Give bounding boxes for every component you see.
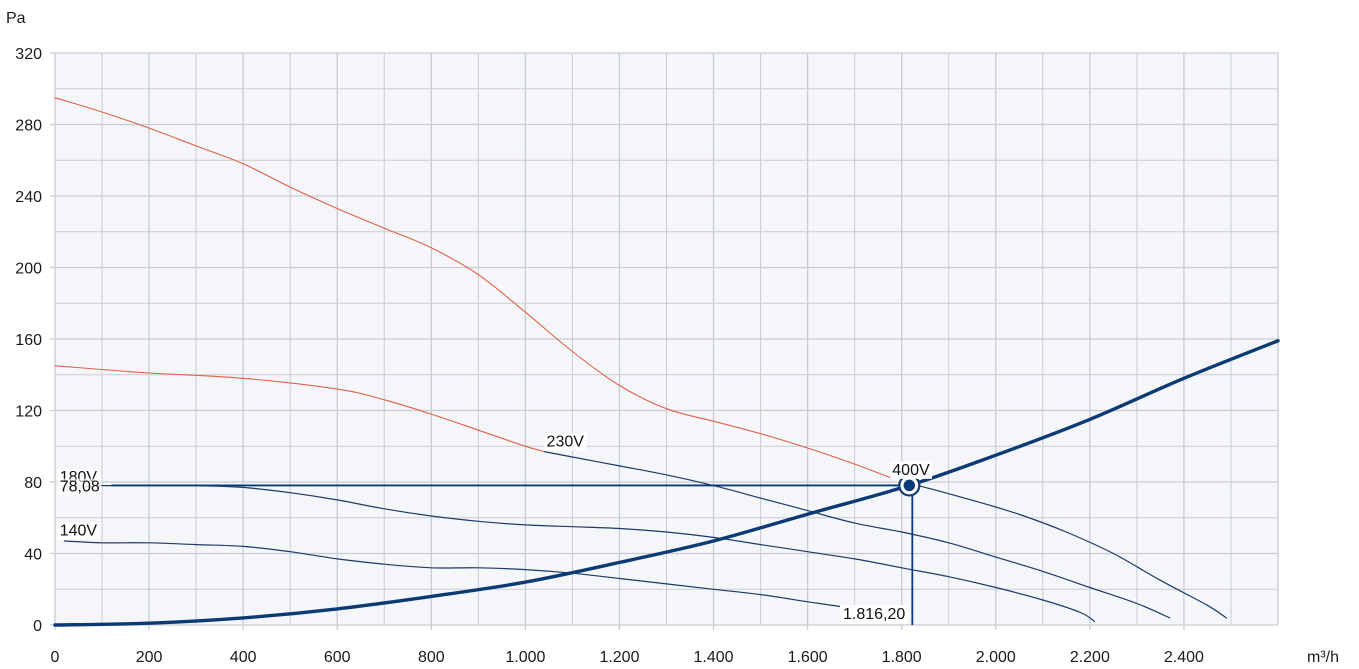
axis-ticks: 0 200 400 600 800 1.000 1.200 1.400 1.600 1.800 2.… — [15, 46, 1204, 666]
system-curve — [53, 339, 1280, 627]
y-tick-label: 160 — [15, 332, 42, 349]
x-tick-label: 200 — [136, 649, 163, 666]
fan-curve-230v — [543, 451, 1171, 619]
operating-point-y-value: 78,08 — [60, 478, 100, 495]
x-tick-label: 0 — [51, 649, 60, 666]
fan-curve-140v — [63, 540, 903, 621]
x-tick-label: 1.000 — [505, 649, 545, 666]
curve-label-230v: 230V — [547, 433, 585, 450]
y-tick-label: 40 — [24, 547, 42, 564]
limit-curve — [54, 97, 893, 479]
x-tick-label: 400 — [230, 649, 257, 666]
operating-point-y-value-bg — [57, 478, 102, 496]
curve-label-140v: 140V — [60, 523, 98, 540]
x-tick-label: 1.400 — [694, 649, 734, 666]
y-tick-label: 80 — [24, 475, 42, 492]
operating-point-marker — [902, 478, 917, 493]
series-layer — [53, 97, 1280, 627]
y-tick-label: 240 — [15, 189, 42, 206]
x-tick-label: 1.200 — [599, 649, 639, 666]
x-tick-label: 2.000 — [976, 649, 1016, 666]
x-tick-label: 800 — [418, 649, 445, 666]
x-tick-label: 2.200 — [1070, 649, 1110, 666]
x-tick-label: 1.600 — [788, 649, 828, 666]
y-tick-label: 320 — [15, 46, 42, 63]
curve-label-400v: 400V — [892, 462, 930, 479]
grid — [50, 52, 1279, 630]
x-axis-unit: m³/h — [1307, 649, 1339, 666]
operating-point-x-value-bg — [840, 605, 909, 624]
fan-curve-400v — [910, 483, 1227, 619]
x-tick-label: 600 — [324, 649, 351, 666]
x-tick-label: 1.800 — [882, 649, 922, 666]
curve-label-bg — [57, 522, 100, 540]
curve-label-bg — [544, 433, 587, 451]
y-tick-label: 280 — [15, 118, 42, 135]
y-axis-unit: Pa — [6, 10, 26, 27]
y-tick-label: 200 — [15, 261, 42, 278]
fan-curve-180v — [63, 484, 1096, 622]
operating-point-x-value: 1.816,20 — [843, 606, 905, 623]
limit-curve — [54, 365, 545, 453]
y-tick-label: 0 — [33, 618, 42, 635]
x-tick-label: 2.400 — [1164, 649, 1204, 666]
curve-label-bg — [890, 461, 932, 479]
y-tick-label: 120 — [15, 404, 42, 421]
